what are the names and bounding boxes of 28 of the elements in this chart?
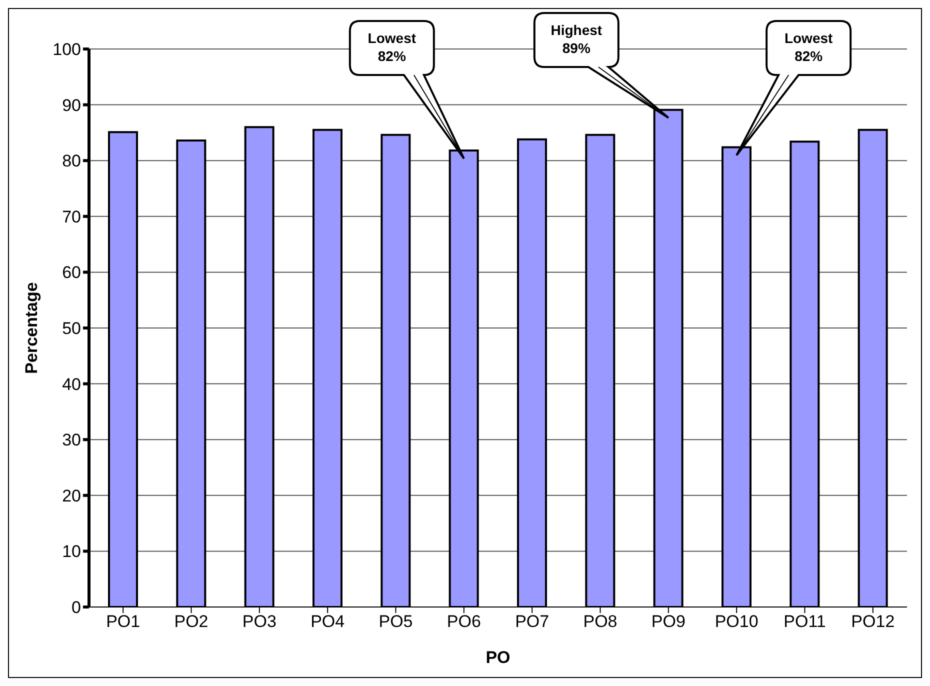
y-tick-label: 70 — [62, 207, 81, 226]
y-tick-label: 60 — [62, 263, 81, 282]
annotation: Lowest 82% — [368, 30, 416, 64]
y-tick-label: 90 — [62, 96, 81, 115]
x-tick-label: PO5 — [378, 612, 413, 632]
x-tick-label: PO2 — [174, 612, 208, 632]
y-tick-label: 0 — [72, 598, 81, 618]
x-tick-label: PO9 — [651, 612, 686, 632]
y-tick-label: 40 — [62, 374, 81, 394]
y-tick-label: 10 — [62, 542, 81, 562]
x-tick-label: PO12 — [851, 612, 895, 632]
x-tick-label: PO3 — [242, 612, 276, 632]
y-tick-label: 30 — [62, 430, 81, 450]
x-tick-label: PO7 — [515, 612, 550, 632]
y-tick-label: 20 — [62, 486, 81, 506]
x-tick-label: PO6 — [446, 612, 481, 632]
annotation: Highest 89% — [550, 22, 602, 56]
x-tick-label: PO8 — [583, 612, 618, 632]
x-tick-label: PO1 — [106, 612, 140, 632]
y-axis-title: Percentage — [22, 282, 42, 374]
x-tick-label: PO10 — [714, 612, 758, 632]
y-tick-label: 100 — [52, 40, 81, 60]
x-axis-title: PO — [486, 648, 510, 667]
y-tick-label: 50 — [62, 319, 81, 338]
x-tick-label: PO11 — [784, 612, 826, 632]
x-tick-label: PO4 — [310, 612, 345, 632]
y-tick-label: 80 — [62, 152, 81, 171]
annotation: Lowest 82% — [784, 30, 834, 64]
